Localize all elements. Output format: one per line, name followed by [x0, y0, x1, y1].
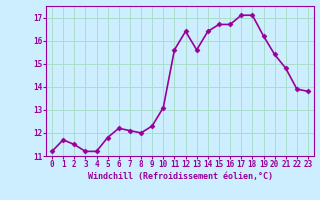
- X-axis label: Windchill (Refroidissement éolien,°C): Windchill (Refroidissement éolien,°C): [87, 172, 273, 181]
